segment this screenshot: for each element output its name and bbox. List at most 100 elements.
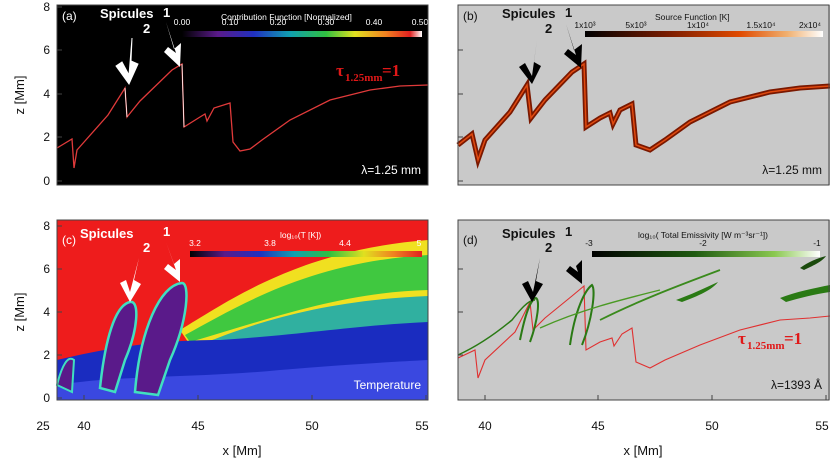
panel-c-spicules-label: Spicules — [80, 226, 133, 241]
axes-frames — [56, 4, 830, 401]
y-tick: 8 — [43, 219, 50, 233]
panel-c-y-ticks: 0 2 4 6 8 — [43, 219, 50, 405]
panel-d-tau-equals: =1 — [784, 329, 802, 348]
y-tick: 4 — [43, 87, 50, 101]
panel-b-frame — [457, 4, 830, 186]
panel-d-wavelength: λ=1393 Å — [771, 377, 822, 392]
panel-d-arrow-2 — [522, 258, 543, 302]
panel-b-cb-tick: 1.5x10⁴ — [746, 20, 776, 30]
panel-b-spicules-label: Spicules — [502, 6, 555, 21]
panel-d: Spicules 2 1 (d) log₁₀( Total Emissivity… — [457, 220, 830, 400]
y-tick: 8 — [43, 0, 50, 14]
panel-a-arrow-1 — [164, 22, 181, 67]
panel-a-spicule-1-label: 1 — [163, 5, 170, 20]
panel-a-cb-tick: 0.20 — [270, 17, 287, 27]
y-tick: 0 — [43, 391, 50, 405]
panel-c-tag: (c) — [62, 233, 76, 247]
panel-a-tau-subscript: 1.25mm — [345, 72, 383, 84]
panel-a-spicules-label: Spicules — [100, 6, 153, 21]
panel-d-loop-1 — [457, 299, 536, 356]
panel-d-blob-3 — [800, 256, 826, 270]
panel-a-spicule-2-label: 2 — [143, 21, 150, 36]
panel-a-cb-tick: 0.30 — [318, 17, 335, 27]
panel-b-arrow-1 — [564, 24, 582, 68]
panel-d-tag: (d) — [463, 233, 478, 247]
y-tick: 4 — [43, 305, 50, 319]
panel-c-x-axis-label: x [Mm] — [223, 443, 262, 458]
panel-b-colorbar-title: Source Function [K] — [655, 12, 730, 22]
x-tick: 55 — [815, 419, 829, 433]
panel-c-arrow-1 — [164, 242, 180, 282]
panel-a-cb-tick: 0.40 — [366, 17, 383, 27]
panel-d-x-axis-label: x [Mm] — [624, 443, 663, 458]
panel-a-colorbar-ticks: 0.00 0.10 0.20 0.30 0.40 0.50 — [174, 17, 429, 27]
panel-c-x-ticks: 25 40 45 50 55 — [36, 419, 429, 433]
panel-c-arrow-2 — [120, 258, 141, 302]
panel-d-arrow-1 — [566, 242, 582, 284]
panel-d-cb-tick: -2 — [699, 238, 707, 248]
panel-c-spicule-2 — [98, 300, 138, 394]
panel-c-spicule-1 — [133, 281, 188, 397]
x-tick: 50 — [705, 419, 719, 433]
panel-b-cb-tick: 1x10⁴ — [687, 20, 709, 30]
panel-d-blob-2 — [780, 285, 830, 302]
panel-c-colorbar-ticks: 3.2 3.8 4.4 5 — [189, 238, 422, 248]
panel-b-spicule-1-label: 1 — [565, 5, 572, 20]
panel-a-y-axis-label: z [Mm] — [12, 76, 27, 115]
panel-c-temperature-label: Temperature — [354, 378, 422, 392]
panel-d-colorbar — [592, 251, 820, 257]
panel-a-cb-tick: 0.00 — [174, 17, 191, 27]
panel-d-spicules-label: Spicules — [502, 226, 555, 241]
panel-d-background — [458, 220, 830, 400]
panel-a-spicule-edges — [124, 63, 185, 128]
panel-d-blob-1 — [676, 282, 718, 302]
panel-a-wavelength: λ=1.25 mm — [361, 163, 421, 177]
panel-b-colorbar-ticks: 1x10³ 5x10³ 1x10⁴ 1.5x10⁴ 2x10⁴ — [574, 20, 821, 30]
panel-a-tau-symbol: τ — [336, 61, 344, 80]
panel-b-wavelength: λ=1.25 mm — [762, 163, 822, 177]
x-tick: 25 — [36, 419, 50, 433]
panel-d-tau-subscript: 1.25mm — [747, 340, 785, 352]
panel-d-cb-tick: -1 — [813, 238, 821, 248]
panel-b-colorbar — [585, 31, 823, 37]
panel-b: Spicules 2 1 (b) Source Function [K] 1x1… — [456, 5, 830, 185]
panel-c-y-axis-label: z [Mm] — [12, 293, 27, 332]
panel-b-cb-tick: 1x10³ — [574, 20, 595, 30]
y-tick: 0 — [43, 174, 50, 188]
panel-a-arrow-2 — [115, 37, 139, 85]
panel-c: Spicules 2 1 (c) log₁₀(T [K]) 3.2 3.8 4.… — [55, 220, 428, 400]
panel-a-colorbar-title: Contribution Function [Normalized] — [221, 12, 352, 22]
panel-a-colorbar — [182, 31, 422, 37]
panel-d-x-ticks: 40 45 50 55 — [478, 419, 829, 433]
panel-c-spicule-small — [55, 357, 76, 394]
panel-d-frame — [457, 219, 830, 401]
panel-c-spicule-2-label: 2 — [143, 240, 150, 255]
panel-c-cb-tick: 3.2 — [189, 238, 201, 248]
x-tick: 50 — [305, 419, 319, 433]
panel-d-tau-symbol: τ — [738, 329, 746, 348]
panel-b-arrow-2 — [519, 40, 541, 84]
panel-a-tau-curve — [56, 62, 429, 169]
y-tick: 6 — [43, 262, 50, 276]
panel-d-spicule-1 — [569, 283, 595, 346]
panel-d-loop-2 — [539, 289, 661, 329]
panel-a-cb-tick: 0.50 — [412, 17, 429, 27]
x-tick: 45 — [191, 419, 205, 433]
x-tick: 40 — [478, 419, 492, 433]
y-tick: 2 — [43, 348, 50, 362]
panel-a-tag: (a) — [62, 9, 77, 23]
panel-d-colorbar-title: log₁₀( Total Emissivity [W m⁻³sr⁻¹]) — [638, 230, 768, 240]
panel-d-cb-tick: -3 — [585, 238, 593, 248]
x-tick-marks — [83, 395, 827, 400]
panel-d-loop-3 — [599, 269, 721, 321]
panel-d-spicule-1-label: 1 — [565, 224, 572, 239]
panel-b-cb-tick: 5x10³ — [625, 20, 646, 30]
panel-c-colorbar — [190, 251, 422, 257]
panel-c-spicule-1-label: 1 — [163, 224, 170, 239]
panel-d-colorbar-ticks: -3 -2 -1 — [585, 238, 821, 248]
x-tick: 55 — [415, 419, 429, 433]
panel-c-cb-tick: 5 — [417, 238, 422, 248]
panel-a-y-ticks: 0 2 4 6 8 — [43, 0, 50, 188]
panel-c-cb-tick: 3.8 — [264, 238, 276, 248]
